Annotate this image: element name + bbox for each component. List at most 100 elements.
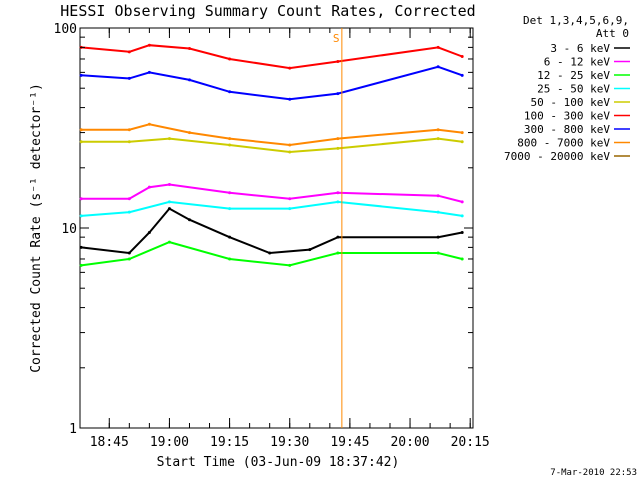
x-tick-label: 18:45 — [90, 435, 129, 450]
legend-header-line-1: Det 1,3,4,5,6,9, — [523, 14, 629, 27]
data-point — [288, 66, 292, 70]
data-point — [147, 122, 151, 126]
data-point — [288, 97, 292, 101]
x-tick-label: 19:30 — [270, 435, 309, 450]
legend-label: 6 - 12 keV — [544, 56, 611, 69]
x-axis: 18:45 19:00 19:15 19:30 19:45 20:00 20:15 — [90, 28, 490, 450]
data-point — [288, 197, 292, 201]
data-point — [436, 137, 440, 141]
data-point — [436, 65, 440, 69]
data-point — [127, 251, 131, 255]
data-point — [460, 73, 464, 77]
data-point — [288, 207, 292, 211]
legend-label: 3 - 6 keV — [550, 42, 610, 55]
data-point — [187, 218, 191, 222]
data-point — [336, 92, 340, 96]
data-point — [460, 230, 464, 234]
data-point — [336, 251, 340, 255]
annotation-label: S — [333, 32, 340, 45]
data-point — [228, 257, 232, 261]
data-point — [460, 214, 464, 218]
data-point — [187, 46, 191, 50]
data-point — [268, 251, 272, 255]
data-point — [436, 251, 440, 255]
data-point — [336, 200, 340, 204]
data-point — [460, 257, 464, 261]
plot-frame — [79, 27, 474, 429]
data-point — [460, 131, 464, 135]
y-tick-label: 10 — [61, 222, 77, 237]
data-point — [436, 128, 440, 132]
legend-label: 7000 - 20000 keV — [504, 150, 610, 163]
data-point — [79, 214, 83, 218]
data-point — [460, 55, 464, 59]
series-line-25-50-kev — [81, 200, 463, 217]
data-point — [79, 140, 83, 144]
data-point — [228, 143, 232, 147]
data-point — [167, 137, 171, 141]
data-point — [336, 191, 340, 195]
x-tick-label: 19:00 — [150, 435, 189, 450]
series-line-3-6-kev — [81, 207, 463, 255]
data-point — [228, 137, 232, 141]
legend-label: 50 - 100 keV — [531, 96, 611, 109]
data-point — [147, 230, 151, 234]
data-point — [127, 140, 131, 144]
legend-header-line-2: Att 0 — [596, 27, 629, 40]
chart-title: HESSI Observing Summary Count Rates, Cor… — [60, 2, 475, 20]
y-tick-label: 100 — [54, 22, 77, 37]
data-point — [228, 90, 232, 94]
data-point — [79, 128, 83, 132]
data-point — [127, 128, 131, 132]
data-point — [336, 59, 340, 63]
data-point — [127, 76, 131, 80]
data-point — [79, 73, 83, 77]
data-point — [436, 194, 440, 198]
data-point — [147, 185, 151, 189]
legend-label: 25 - 50 keV — [537, 83, 610, 96]
data-point — [187, 131, 191, 135]
data-point — [436, 235, 440, 239]
data-point — [127, 210, 131, 214]
footer-date: 7-Mar-2010 22:53 — [550, 468, 637, 478]
data-point — [167, 200, 171, 204]
data-point — [79, 263, 83, 267]
y-axis-label: Corrected Count Rate (s⁻¹ detector⁻¹) — [29, 83, 44, 373]
data-point — [336, 146, 340, 150]
data-point — [288, 150, 292, 154]
y-axis: 1 10 100 — [54, 22, 473, 437]
data-point — [167, 240, 171, 244]
x-tick-label: 19:45 — [330, 435, 369, 450]
data-point — [187, 78, 191, 82]
data-point — [228, 191, 232, 195]
data-point — [308, 248, 312, 252]
y-tick-label: 1 — [69, 422, 77, 437]
x-axis-label: Start Time (03-Jun-09 18:37:42) — [157, 455, 400, 470]
markers-layer: S — [333, 28, 343, 428]
legend-label: 12 - 25 keV — [537, 69, 610, 82]
data-point — [79, 197, 83, 201]
data-point — [147, 43, 151, 47]
legend-label: 800 - 7000 keV — [517, 137, 610, 150]
data-point — [436, 45, 440, 49]
x-tick-label: 20:00 — [390, 435, 429, 450]
data-point — [147, 70, 151, 74]
series-line-300-800-kev — [81, 65, 463, 101]
series-line-50-100-kev — [81, 137, 463, 154]
data-point — [436, 210, 440, 214]
data-point — [288, 143, 292, 147]
data-point — [127, 50, 131, 54]
data-point — [167, 207, 171, 211]
series-layer — [79, 43, 464, 267]
data-point — [336, 137, 340, 141]
x-tick-label: 20:15 — [451, 435, 490, 450]
data-point — [460, 200, 464, 204]
x-tick-label: 19:15 — [210, 435, 249, 450]
legend-label: 300 - 800 keV — [524, 123, 610, 136]
data-point — [336, 235, 340, 239]
data-point — [228, 207, 232, 211]
data-point — [167, 183, 171, 187]
series-line-12-25-kev — [81, 241, 463, 267]
